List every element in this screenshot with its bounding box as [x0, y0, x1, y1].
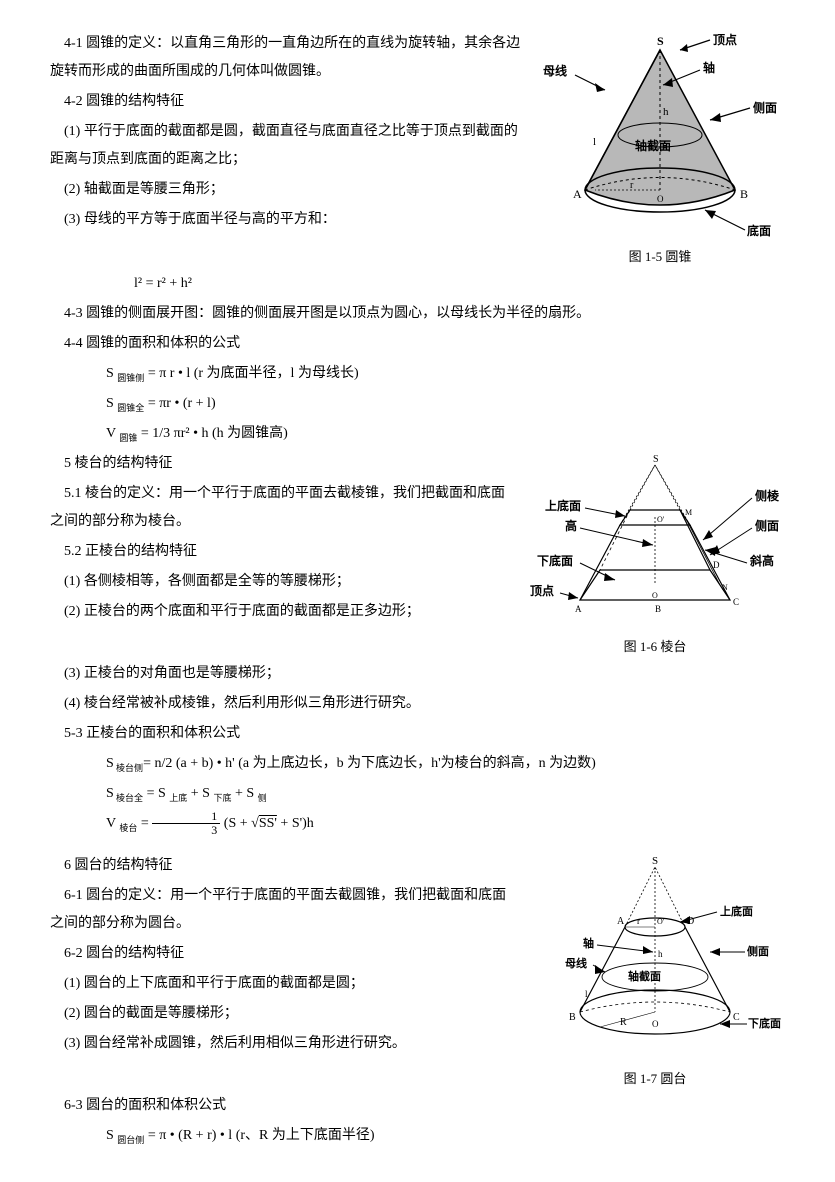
label-C2: C: [733, 597, 739, 607]
para-4-3: 4-3 圆锥的侧面展开图：圆锥的侧面展开图是以顶点为圆心，以母线长为半径的扇形。: [50, 300, 785, 328]
para-5-2-heading: 5.2 正棱台的结构特征: [50, 538, 515, 566]
para-5-2-item2: (2) 正棱台的两个底面和平行于底面的截面都是正多边形；: [50, 598, 515, 626]
para-4-2-item1: (1) 平行于底面的截面都是圆，截面直径与底面直径之比等于顶点到截面的距离与顶点…: [50, 118, 525, 174]
fig-1-7-caption: 图 1-7 圆台: [525, 1066, 785, 1092]
formula-frustum-total: S 棱台全 = S 上底 + S 下底 + S 侧: [50, 780, 785, 808]
label-O13: O': [657, 917, 665, 926]
formula-conefrustum-side: S 圆台侧 = π • (R + r) • l (r、R 为上下底面半径): [50, 1122, 785, 1150]
label-O2: O: [652, 591, 658, 600]
section-4-block: 4-1 圆锥的定义：以直角三角形的一直角边所在的直线为旋转轴，其余各边旋转而形成…: [50, 30, 785, 270]
label-zhoujiemian3: 轴截面: [628, 969, 661, 983]
label-R3: R: [620, 1017, 627, 1028]
figure-1-5: S 顶点 母线 轴 侧面 h l r 轴截面 A B O 底面 图 1-5 圆锥: [535, 30, 785, 270]
figure-1-6: S 上底面 高 下底面: [525, 450, 785, 660]
para-4-2-item3: (3) 母线的平方等于底面半径与高的平方和：: [50, 206, 525, 234]
frustum-pyramid-diagram: S 上底面 高 下底面: [525, 450, 785, 630]
para-5-3-heading: 5-3 正棱台的面积和体积公式: [50, 720, 785, 748]
label-muxian: 母线: [543, 63, 567, 78]
label-O12: O': [657, 515, 665, 524]
label-D2: D: [713, 560, 720, 570]
label-N: N: [722, 583, 728, 592]
cone-frustum-diagram: S A D B C O' O r R: [525, 852, 785, 1062]
formula-cone-total: S 圆锥全 = πr • (r + l): [50, 390, 785, 418]
cone-diagram: S 顶点 母线 轴 侧面 h l r 轴截面 A B O 底面: [535, 30, 785, 240]
para-5-2-item4: (4) 棱台经常被补成棱锥，然后利用形似三角形进行研究。: [50, 690, 785, 718]
label-cemian3: 侧面: [747, 944, 769, 958]
label-S: S: [653, 454, 659, 465]
formula-frustum-volume: V 棱台 = 1 3 (S + √SS' + S')h: [50, 810, 785, 838]
label-cemian2: 侧面: [755, 518, 779, 533]
formula-cone-side: S 圆锥侧 = π r • l (r 为底面半径，l 为母线长): [50, 360, 785, 388]
formula-frustum-side: S 棱台侧= n/2 (a + b) • h' (a 为上底边长，b 为下底边长…: [50, 750, 785, 778]
figure-1-7: S A D B C O' O r R: [525, 852, 785, 1092]
para-6-heading: 6 圆台的结构特征: [50, 852, 515, 880]
label-celing: 侧棱: [755, 488, 780, 503]
label-h3: h: [658, 949, 663, 959]
label-dingdian2: 顶点: [530, 583, 554, 598]
label-O3: O: [652, 1019, 659, 1029]
label-zhoujiemian: 轴截面: [635, 138, 671, 153]
para-4-2-heading: 4-2 圆锥的结构特征: [50, 88, 525, 116]
label-dingdian: 顶点: [713, 32, 737, 47]
fig-1-5-caption: 图 1-5 圆锥: [535, 244, 785, 270]
label-xiegao: 斜高: [749, 553, 774, 568]
label-C3: C: [733, 1012, 740, 1023]
para-5-2-item3: (3) 正棱台的对角面也是等腰梯形；: [50, 660, 785, 688]
para-6-2-item3: (3) 圆台经常补成圆锥，然后利用相似三角形进行研究。: [50, 1030, 515, 1058]
label-zhou3: 轴: [583, 936, 594, 950]
para-6-2-heading: 6-2 圆台的结构特征: [50, 940, 515, 968]
label-A2: A: [575, 604, 582, 614]
label-B: B: [740, 187, 748, 201]
para-6-2-item2: (2) 圆台的截面是等腰梯形；: [50, 1000, 515, 1028]
label-zhou: 轴: [703, 60, 715, 75]
label-h: h: [663, 106, 669, 118]
section-6-block: 6 圆台的结构特征 6-1 圆台的定义：用一个平行于底面的平面去截圆锥，我们把截…: [50, 852, 785, 1092]
fig-1-6-caption: 图 1-6 棱台: [525, 634, 785, 660]
label-S3: S: [652, 855, 658, 867]
fraction-one-third: 1 3: [152, 810, 220, 837]
label-gao: 高: [565, 518, 577, 533]
formula-l2r2h2: l² = r² + h²: [50, 270, 785, 298]
label-cemian: 侧面: [753, 100, 777, 115]
para-4-2-item2: (2) 轴截面是等腰三角形；: [50, 176, 525, 204]
para-6-3-heading: 6-3 圆台的面积和体积公式: [50, 1092, 785, 1120]
para-4-1: 4-1 圆锥的定义：以直角三角形的一直角边所在的直线为旋转轴，其余各边旋转而形成…: [50, 30, 525, 86]
label-l: l: [593, 136, 596, 148]
label-M: M: [685, 508, 692, 517]
label-dimian: 底面: [747, 223, 771, 238]
label-B2: B: [655, 604, 661, 614]
para-5-2-item1: (1) 各侧棱相等，各侧面都是全等的等腰梯形；: [50, 568, 515, 596]
label-A3: A: [617, 916, 625, 927]
section-4-text: 4-1 圆锥的定义：以直角三角形的一直角边所在的直线为旋转轴，其余各边旋转而形成…: [50, 30, 525, 236]
para-6-1: 6-1 圆台的定义：用一个平行于底面的平面去截圆锥，我们把截面和底面之间的部分称…: [50, 882, 515, 938]
label-A: A: [573, 187, 582, 201]
label-r3: r: [637, 916, 640, 926]
label-xiadimian3: 下底面: [748, 1016, 781, 1030]
formula-cone-volume: V 圆锥 = 1/3 πr² • h (h 为圆锥高): [50, 420, 785, 448]
label-shangdimian: 上底面: [545, 498, 581, 513]
label-B3: B: [569, 1012, 576, 1023]
para-6-2-item1: (1) 圆台的上下底面和平行于底面的截面都是圆；: [50, 970, 515, 998]
para-5-heading: 5 棱台的结构特征: [50, 450, 515, 478]
section-5-block: 5 棱台的结构特征 5.1 棱台的定义：用一个平行于底面的平面去截棱锥，我们把截…: [50, 450, 785, 660]
label-muxian3: 母线: [565, 956, 587, 970]
para-4-4-heading: 4-4 圆锥的面积和体积的公式: [50, 330, 785, 358]
label-xiadimian: 下底面: [537, 553, 573, 568]
para-5-1: 5.1 棱台的定义：用一个平行于底面的平面去截棱锥，我们把截面和底面之间的部分称…: [50, 480, 515, 536]
label-S: S: [657, 34, 664, 48]
label-shangdimian3: 上底面: [720, 904, 753, 918]
section-6-text: 6 圆台的结构特征 6-1 圆台的定义：用一个平行于底面的平面去截圆锥，我们把截…: [50, 852, 515, 1060]
label-O: O: [657, 194, 664, 204]
section-5-text: 5 棱台的结构特征 5.1 棱台的定义：用一个平行于底面的平面去截棱锥，我们把截…: [50, 450, 515, 628]
